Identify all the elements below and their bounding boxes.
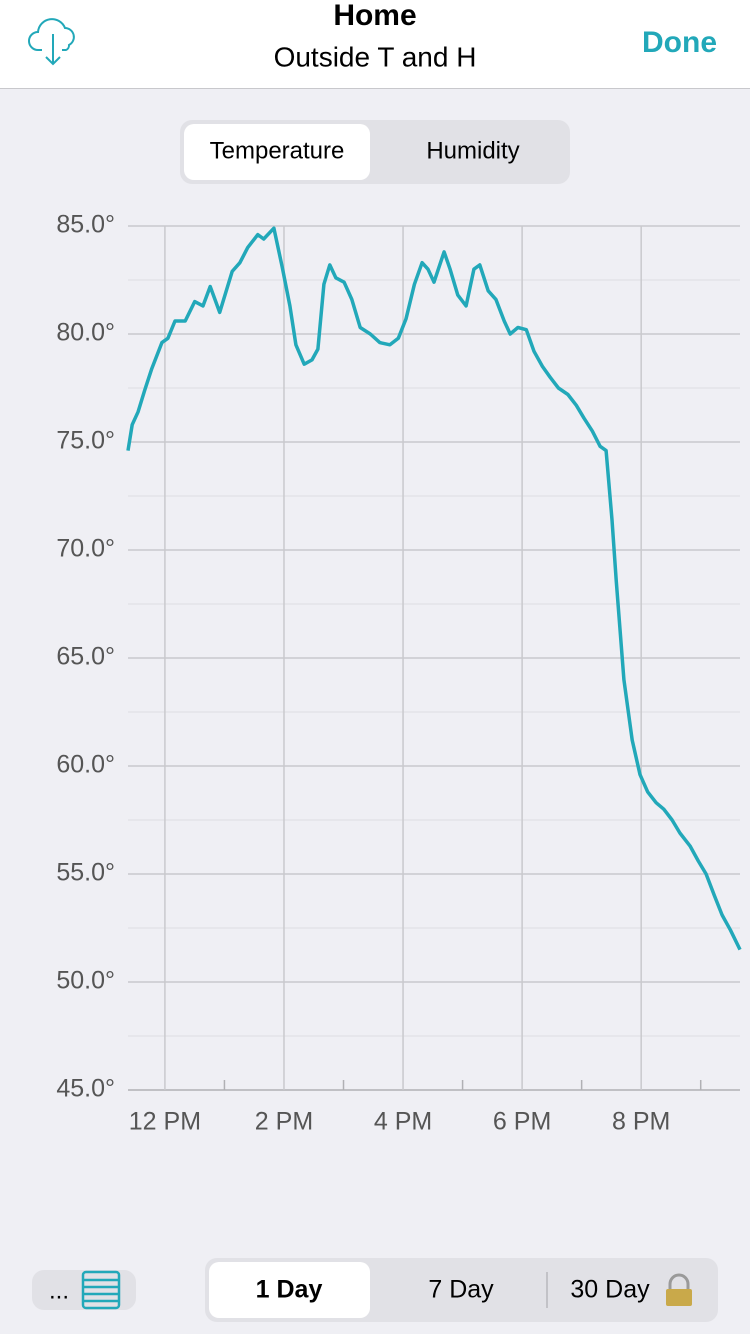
y-tick-label: 70.0°	[56, 535, 115, 563]
y-tick-label: 65.0°	[56, 643, 115, 671]
range-option[interactable]: 30 Day	[570, 1276, 650, 1304]
x-tick-label: 12 PM	[129, 1108, 201, 1136]
title: Home	[333, 0, 416, 32]
subtitle: Outside T and H	[274, 41, 477, 72]
y-tick-label: 50.0°	[56, 967, 115, 995]
range-option[interactable]: 7 Day	[428, 1276, 494, 1304]
cloud-icon	[28, 18, 75, 51]
range-selected	[209, 1262, 370, 1318]
y-tick-label: 75.0°	[56, 427, 115, 455]
x-tick-label: 2 PM	[255, 1108, 313, 1136]
y-tick-label: 55.0°	[56, 859, 115, 887]
menu-button[interactable]: ...	[49, 1277, 69, 1304]
tab[interactable]: Temperature	[210, 137, 345, 164]
lock-body	[666, 1289, 692, 1306]
x-tick-label: 8 PM	[612, 1108, 670, 1136]
download-button[interactable]	[28, 18, 75, 66]
range-option[interactable]: 1 Day	[256, 1276, 323, 1304]
temperature-line	[126, 226, 742, 951]
y-tick-label: 45.0°	[56, 1075, 115, 1103]
list-frame	[81, 1270, 121, 1310]
tab[interactable]: Humidity	[426, 137, 519, 164]
arrow-icon	[45, 34, 61, 66]
lock-shackle	[668, 1273, 690, 1290]
done-button[interactable]: Done	[642, 26, 717, 59]
tab-selected	[184, 124, 370, 180]
plot: 45.0° 50.0° 55.0° 60.0° 65.0° 70.0° 75.0° 80.0°…	[56, 211, 742, 1136]
list-lines	[83, 1278, 119, 1303]
lock-icon	[666, 1273, 692, 1306]
x-tick-label: 6 PM	[493, 1108, 551, 1136]
y-tick-label: 85.0°	[56, 211, 115, 239]
nav-bar	[0, 0, 750, 88]
y-tick-label: 80.0°	[56, 319, 115, 347]
x-tick-label: 4 PM	[374, 1108, 432, 1136]
list-icon[interactable]	[81, 1270, 121, 1310]
y-tick-label: 60.0°	[56, 751, 115, 779]
